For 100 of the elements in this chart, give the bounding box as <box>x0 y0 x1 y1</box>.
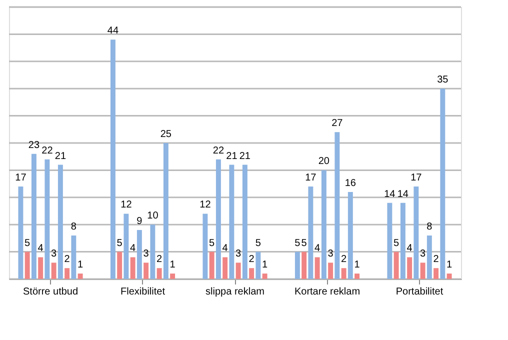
x-tick-label: Större utbud <box>22 286 78 298</box>
bar <box>256 252 261 279</box>
bar <box>44 159 50 279</box>
bar <box>163 143 168 279</box>
data-label: 5 <box>24 238 31 249</box>
data-label: 2 <box>341 254 348 266</box>
data-label: 14 <box>384 188 396 200</box>
bar <box>64 268 70 279</box>
x-tick-label: Flexibilitet <box>120 286 166 298</box>
data-label: 3 <box>420 248 426 260</box>
data-label: 8 <box>70 221 77 232</box>
data-label: 17 <box>305 172 317 184</box>
data-label: 1 <box>354 260 360 271</box>
data-label: 17 <box>410 172 422 184</box>
data-label: 1 <box>170 260 176 271</box>
x-tick-label: slippa reklam <box>206 286 264 298</box>
bar <box>426 235 432 279</box>
bar <box>18 186 24 279</box>
data-label: 2 <box>248 254 255 266</box>
data-label: 35 <box>437 74 449 86</box>
data-label: 17 <box>15 172 27 184</box>
data-label: 21 <box>226 150 238 162</box>
bar <box>202 214 208 279</box>
bar <box>31 154 36 279</box>
bar <box>78 274 83 279</box>
bar <box>414 186 419 279</box>
x-tick-label: Portabilitet <box>396 286 444 298</box>
bar <box>249 268 254 279</box>
bar <box>216 159 221 279</box>
bar <box>354 274 360 279</box>
data-label: 14 <box>397 188 409 200</box>
data-label: 1 <box>446 260 453 271</box>
data-label: 4 <box>38 243 44 254</box>
bar <box>117 252 122 279</box>
data-label: 4 <box>130 243 136 254</box>
bar <box>110 40 116 279</box>
data-label: 12 <box>200 200 212 211</box>
bar <box>420 262 426 279</box>
bar <box>136 230 142 279</box>
data-label: 16 <box>344 178 356 189</box>
data-label: 5 <box>255 238 262 249</box>
bar <box>170 274 176 279</box>
bar <box>321 170 326 279</box>
bar <box>156 268 162 279</box>
bar <box>314 257 320 279</box>
bar <box>222 257 228 279</box>
data-label: 10 <box>147 210 159 222</box>
bar <box>434 268 439 279</box>
data-label: 21 <box>54 150 66 162</box>
data-label: 8 <box>426 221 433 232</box>
bar <box>71 235 76 279</box>
data-label: 23 <box>28 140 40 151</box>
data-label: 3 <box>236 248 242 260</box>
x-tick-label: Kortare reklam <box>294 286 360 298</box>
data-label: 2 <box>64 254 70 266</box>
bar <box>440 88 446 279</box>
data-label: 4 <box>314 243 321 254</box>
data-label: 22 <box>42 145 54 156</box>
bar <box>394 252 399 279</box>
bar <box>446 274 452 279</box>
data-label: 12 <box>120 200 132 211</box>
data-label: 21 <box>239 150 251 162</box>
bar <box>302 252 307 279</box>
data-label: 25 <box>160 129 172 140</box>
bar <box>51 262 56 279</box>
data-label: 2 <box>433 254 440 266</box>
bar <box>308 186 314 279</box>
bar <box>262 274 268 279</box>
bar <box>124 214 129 279</box>
data-label: 3 <box>51 248 58 260</box>
bar <box>407 257 412 279</box>
data-label: 5 <box>294 238 301 249</box>
data-label: 2 <box>156 254 163 266</box>
data-label: 5 <box>209 238 216 249</box>
data-label: 5 <box>394 238 400 249</box>
bar <box>236 262 241 279</box>
data-label: 1 <box>78 260 84 271</box>
data-label: 5 <box>116 238 123 249</box>
bar <box>294 252 300 279</box>
bar <box>242 164 248 279</box>
bar <box>24 252 30 279</box>
bar <box>328 262 334 279</box>
bar <box>400 202 406 279</box>
data-label: 3 <box>328 248 334 260</box>
bar <box>58 164 63 279</box>
data-label: 44 <box>107 26 119 37</box>
data-label: 5 <box>301 238 308 249</box>
data-label: 22 <box>212 145 224 156</box>
bar <box>150 224 156 279</box>
data-label: 20 <box>318 156 330 168</box>
bar <box>229 164 234 279</box>
bar <box>387 202 392 279</box>
data-label: 1 <box>262 260 268 271</box>
bar <box>341 268 346 279</box>
data-label: 4 <box>406 243 413 254</box>
data-label: 3 <box>143 248 150 260</box>
data-label: 27 <box>332 118 344 130</box>
bar <box>209 252 214 279</box>
bar <box>334 132 340 279</box>
data-label: 9 <box>136 216 143 228</box>
